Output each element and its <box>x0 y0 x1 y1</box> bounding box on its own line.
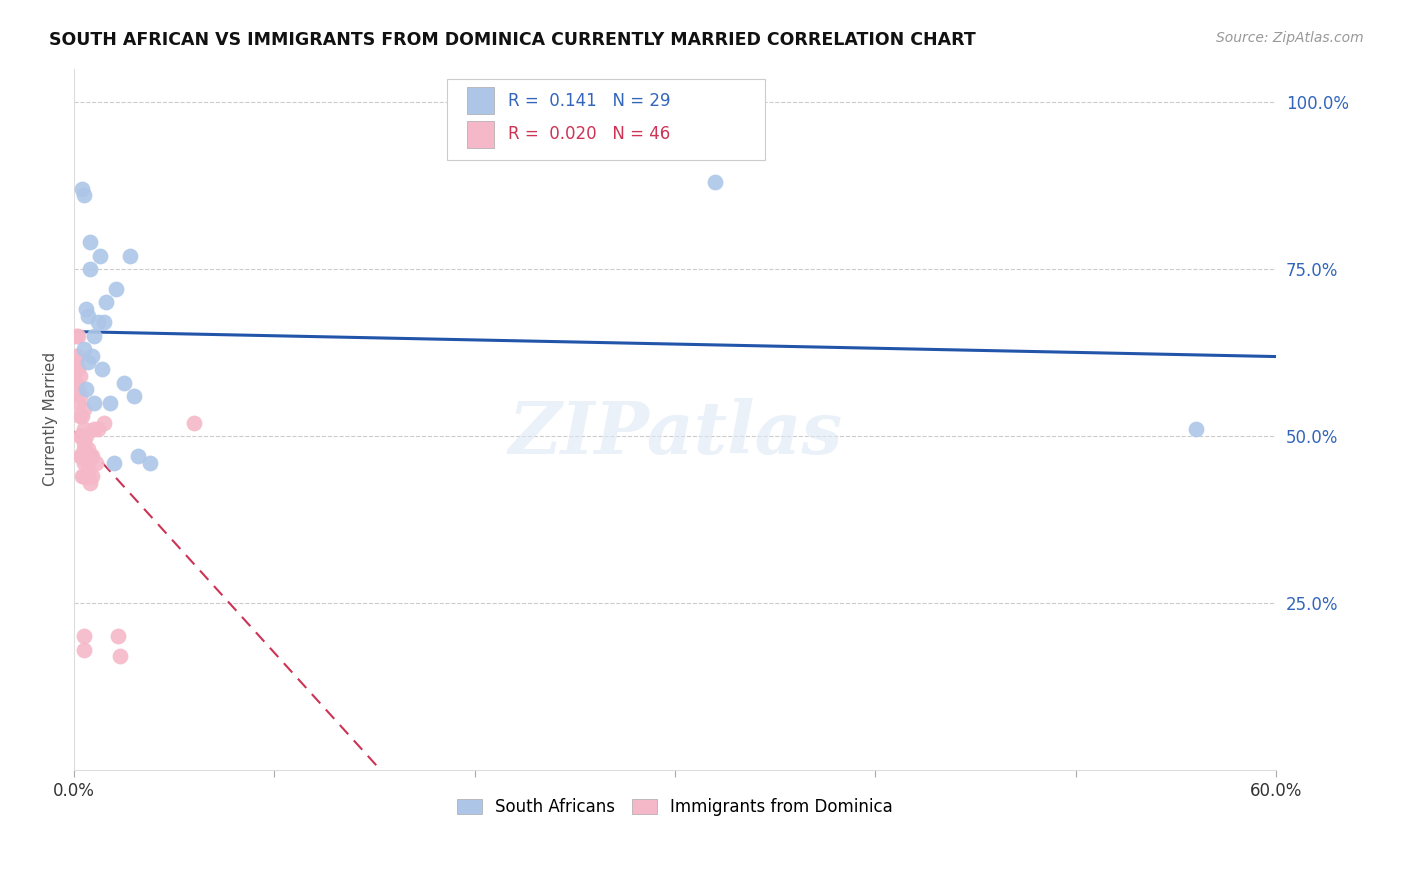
Point <box>69 409 91 423</box>
Point <box>139 456 162 470</box>
Point <box>73 188 96 202</box>
Point <box>82 469 104 483</box>
Point <box>127 449 149 463</box>
Point <box>77 309 100 323</box>
Point <box>83 328 105 343</box>
Point <box>67 328 90 343</box>
Point <box>65 349 87 363</box>
Point <box>108 649 131 664</box>
Point <box>93 416 115 430</box>
Point <box>75 429 97 443</box>
Point <box>67 395 90 409</box>
Point <box>98 395 121 409</box>
Point <box>69 368 91 383</box>
Point <box>65 376 87 390</box>
Point <box>69 389 91 403</box>
Point <box>75 301 97 316</box>
Point <box>67 349 90 363</box>
Point <box>77 469 100 483</box>
Point <box>73 629 96 643</box>
Point <box>69 429 91 443</box>
Point <box>77 355 100 369</box>
Point <box>105 282 128 296</box>
Point <box>75 449 97 463</box>
Text: SOUTH AFRICAN VS IMMIGRANTS FROM DOMINICA CURRENTLY MARRIED CORRELATION CHART: SOUTH AFRICAN VS IMMIGRANTS FROM DOMINIC… <box>49 31 976 49</box>
Legend: South Africans, Immigrants from Dominica: South Africans, Immigrants from Dominica <box>449 790 901 825</box>
Point <box>94 295 117 310</box>
Point <box>1185 422 1208 436</box>
Point <box>87 422 110 436</box>
Point <box>103 456 125 470</box>
Point <box>73 469 96 483</box>
Point <box>77 456 100 470</box>
Point <box>67 362 90 376</box>
Point <box>83 395 105 409</box>
Point <box>70 429 93 443</box>
Point <box>183 416 205 430</box>
Point <box>69 449 91 463</box>
Text: R =  0.141   N = 29: R = 0.141 N = 29 <box>508 92 671 110</box>
Point <box>73 456 96 470</box>
Text: Source: ZipAtlas.com: Source: ZipAtlas.com <box>1216 31 1364 45</box>
Point <box>93 315 115 329</box>
Point <box>107 629 129 643</box>
Point <box>79 449 101 463</box>
Point <box>65 362 87 376</box>
Point <box>122 389 145 403</box>
FancyBboxPatch shape <box>467 121 494 148</box>
Point <box>75 382 97 396</box>
Point <box>70 409 93 423</box>
Point <box>70 182 93 196</box>
Point <box>73 435 96 450</box>
Point <box>82 349 104 363</box>
Point <box>65 328 87 343</box>
FancyBboxPatch shape <box>467 87 494 114</box>
Point <box>83 422 105 436</box>
Point <box>704 175 727 189</box>
Point <box>75 469 97 483</box>
Point <box>77 442 100 457</box>
Point <box>73 422 96 436</box>
Point <box>67 382 90 396</box>
Point <box>79 475 101 490</box>
Point <box>120 249 142 263</box>
Point <box>73 442 96 457</box>
Point <box>79 262 101 277</box>
Point <box>79 235 101 250</box>
Point <box>89 249 111 263</box>
Point <box>87 315 110 329</box>
Point <box>82 449 104 463</box>
Text: ZIPatlas: ZIPatlas <box>508 398 842 469</box>
Point <box>73 342 96 356</box>
Point <box>73 402 96 417</box>
Text: R =  0.020   N = 46: R = 0.020 N = 46 <box>508 126 671 144</box>
Point <box>73 642 96 657</box>
Point <box>70 449 93 463</box>
FancyBboxPatch shape <box>447 79 765 160</box>
Point <box>91 362 114 376</box>
Point <box>73 449 96 463</box>
Point <box>73 469 96 483</box>
Point <box>112 376 135 390</box>
Point <box>70 469 93 483</box>
Y-axis label: Currently Married: Currently Married <box>44 352 58 486</box>
Point <box>84 456 107 470</box>
